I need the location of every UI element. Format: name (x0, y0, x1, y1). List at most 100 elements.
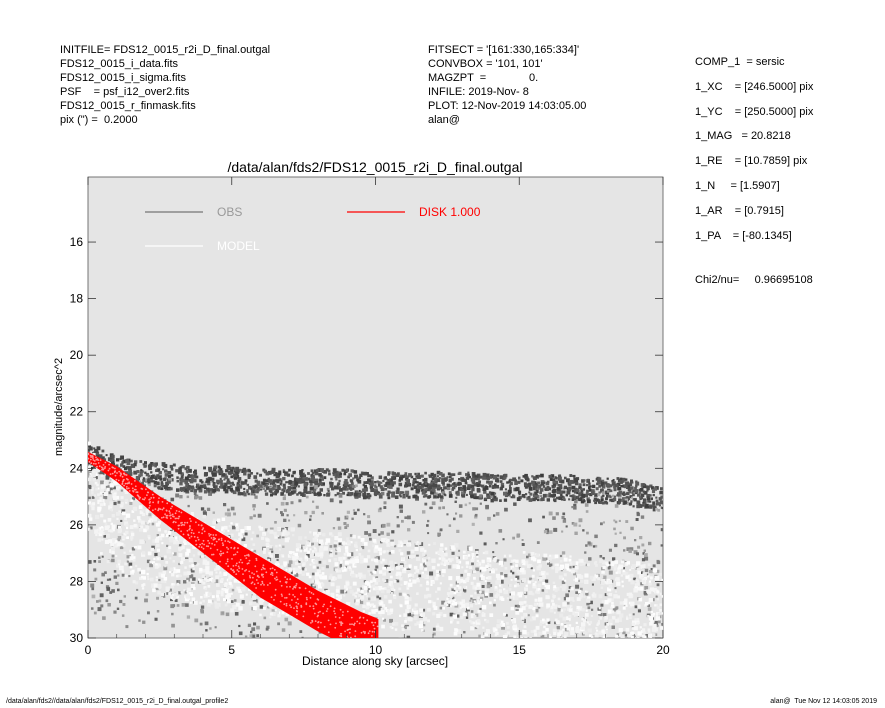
obs-point (361, 546, 365, 550)
obs-point (534, 486, 539, 491)
obs-point (461, 492, 465, 497)
model-point (609, 644, 613, 648)
obs-point (175, 469, 179, 473)
disk-point (205, 545, 208, 547)
obs-point (410, 487, 414, 491)
model-point (640, 576, 643, 580)
obs-point (548, 530, 553, 534)
obs-point (639, 497, 642, 500)
model-point (611, 616, 616, 620)
obs-point (298, 492, 301, 495)
obs-point (108, 491, 112, 495)
model-point (358, 594, 362, 598)
obs-point (208, 466, 212, 471)
model-point (479, 599, 483, 602)
obs-point (367, 565, 370, 568)
obs-point (637, 493, 641, 497)
model-point (338, 569, 342, 573)
obs-point (464, 481, 468, 485)
obs-point (522, 475, 526, 478)
model-point (453, 601, 458, 606)
obs-point (586, 489, 589, 493)
model-point (624, 562, 628, 566)
model-point (605, 561, 609, 565)
model-point (661, 578, 663, 582)
obs-point (230, 471, 234, 474)
model-point (169, 567, 174, 572)
model-point (531, 556, 535, 561)
obs-point (193, 478, 197, 483)
model-point (369, 585, 372, 588)
model-point (480, 574, 484, 578)
obs-point (274, 493, 277, 496)
model-point (338, 556, 343, 562)
model-point (423, 556, 427, 560)
obs-point (475, 496, 479, 500)
obs-point (633, 498, 637, 502)
disk-point (234, 553, 237, 556)
model-point (654, 575, 660, 581)
model-point (371, 609, 376, 614)
model-point (496, 593, 500, 597)
model-point (631, 635, 636, 638)
obs-point (202, 509, 206, 513)
obs-point (442, 479, 445, 482)
obs-point (113, 501, 117, 506)
model-point (613, 594, 618, 599)
model-point (589, 575, 594, 580)
obs-point (228, 471, 232, 475)
model-point (162, 571, 166, 575)
obs-point (486, 473, 490, 478)
model-point (403, 581, 408, 585)
model-point (223, 530, 226, 533)
model-point (455, 590, 459, 593)
model-point (617, 595, 620, 599)
obs-point (209, 488, 213, 492)
obs-point (609, 495, 612, 498)
obs-point (123, 595, 126, 598)
disk-point (146, 494, 148, 496)
model-point (350, 559, 356, 564)
obs-point (139, 460, 143, 463)
disk-point (143, 498, 146, 501)
model-point (551, 599, 554, 603)
model-point (552, 586, 557, 591)
obs-point (651, 486, 655, 490)
obs-point (499, 579, 504, 584)
model-point (125, 513, 131, 518)
model-point (352, 534, 356, 539)
model-point (122, 544, 126, 547)
obs-point (488, 475, 492, 479)
obs-point (486, 584, 491, 589)
model-point (647, 575, 650, 578)
obs-point (555, 476, 558, 480)
model-point (484, 580, 487, 583)
model-point (356, 588, 361, 592)
model-point (335, 542, 338, 545)
obs-point (479, 502, 482, 505)
obs-point (323, 494, 326, 497)
model-point (652, 612, 656, 616)
model-point (203, 577, 208, 581)
model-point (441, 555, 445, 558)
model-point (647, 614, 650, 618)
obs-point (232, 490, 237, 495)
obs-point (530, 567, 533, 570)
model-point (103, 502, 106, 505)
model-point (372, 544, 375, 548)
obs-point (611, 625, 615, 629)
model-point (616, 642, 619, 645)
model-point (395, 622, 399, 626)
header-mid-line: FITSECT = '[161:330,165:334]' (428, 44, 580, 56)
obs-point (415, 489, 420, 494)
obs-point (367, 496, 371, 500)
obs-point (598, 613, 601, 616)
model-point (386, 550, 389, 553)
model-point (201, 574, 205, 578)
model-point (608, 618, 613, 623)
obs-point (643, 500, 647, 504)
model-point (262, 550, 266, 554)
model-point (647, 563, 651, 567)
obs-point (485, 477, 488, 480)
model-point (455, 576, 460, 580)
